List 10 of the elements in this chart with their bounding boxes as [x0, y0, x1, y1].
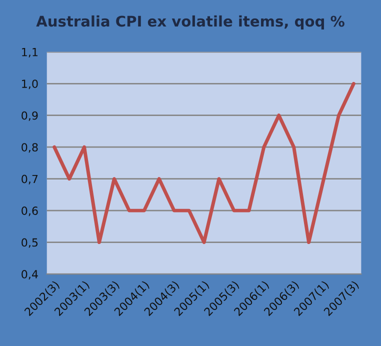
line-series	[52, 82, 356, 244]
y-tick-label: 1,1	[22, 48, 38, 58]
y-tick-label: 0,7	[22, 174, 38, 184]
y-tick-label: 0,5	[22, 238, 38, 248]
y-tick-label: 0,8	[22, 143, 38, 153]
y-tick-label: 1,0	[22, 80, 38, 90]
chart-title: Australia CPI ex volatile items, qoq %	[36, 15, 344, 30]
y-tick-label: 0,6	[22, 206, 38, 216]
y-tick-label: 0,9	[22, 111, 38, 121]
y-tick-label: 0,4	[22, 270, 38, 280]
